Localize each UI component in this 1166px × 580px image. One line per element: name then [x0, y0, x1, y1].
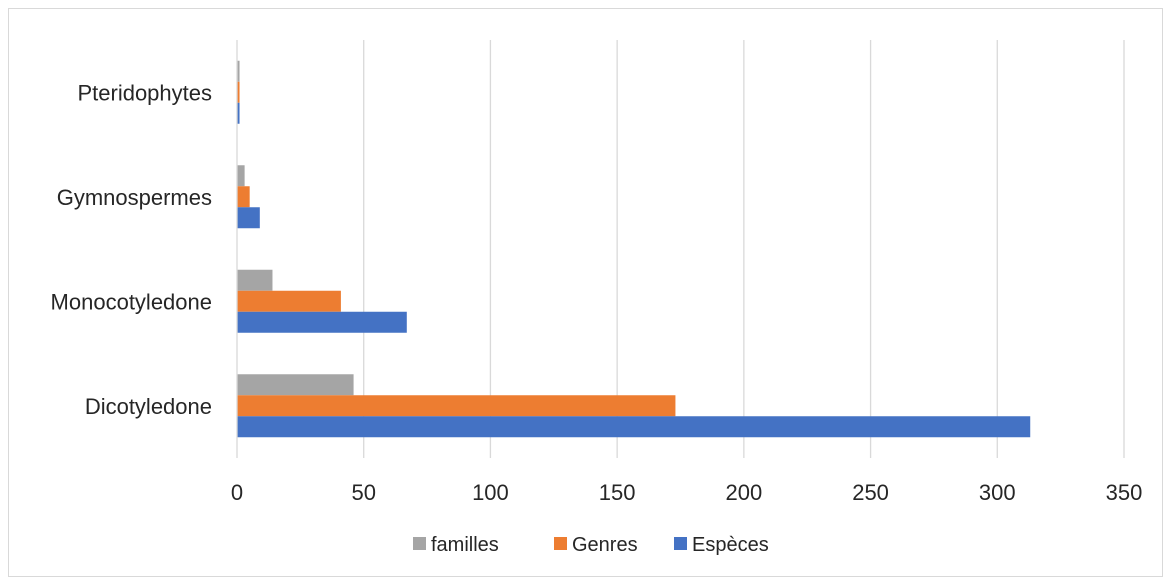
bar-espces-pteridophytes [237, 102, 240, 124]
x-tick-label: 100 [472, 480, 509, 505]
category-label: Pteridophytes [77, 80, 212, 105]
x-tick-label: 0 [231, 480, 243, 505]
x-tick-label: 150 [599, 480, 636, 505]
bar-familles-dicotyledone [237, 374, 354, 396]
bar-familles-gymnospermes [237, 165, 245, 187]
chart-frame [8, 8, 1163, 577]
bar-familles-monocotyledone [237, 269, 273, 291]
category-labels: Dicotyledone Monocotyledone Gymnospermes Pt… [51, 80, 212, 419]
bar-espces-gymnospermes [237, 207, 260, 229]
x-tick-label: 200 [725, 480, 762, 505]
bar-familles-pteridophytes [237, 60, 240, 82]
bars [237, 60, 1031, 438]
category-label: Gymnospermes [57, 185, 212, 210]
legend-swatch [674, 537, 687, 550]
category-label: Monocotyledone [51, 289, 212, 314]
x-tick-labels: 0 50 100 150 200 250 300 350 [231, 480, 1142, 505]
bar-genres-dicotyledone [237, 395, 676, 417]
bar-genres-pteridophytes [237, 81, 240, 103]
legend-label: familles [431, 534, 499, 556]
legend-label: Espèces [692, 534, 769, 556]
x-tick-label: 250 [852, 480, 889, 505]
legend-swatch [554, 537, 567, 550]
bar-genres-monocotyledone [237, 290, 341, 312]
x-tick-label: 350 [1106, 480, 1143, 505]
x-tick-label: 50 [351, 480, 375, 505]
legend-swatch [413, 537, 426, 550]
bar-espces-dicotyledone [237, 416, 1031, 438]
legend: familles Genres Espèces [413, 534, 769, 556]
bar-espces-monocotyledone [237, 311, 407, 333]
bar-genres-gymnospermes [237, 186, 250, 208]
x-tick-label: 300 [979, 480, 1016, 505]
category-label: Dicotyledone [85, 394, 212, 419]
legend-label: Genres [572, 534, 638, 556]
gridlines [363, 40, 1125, 458]
